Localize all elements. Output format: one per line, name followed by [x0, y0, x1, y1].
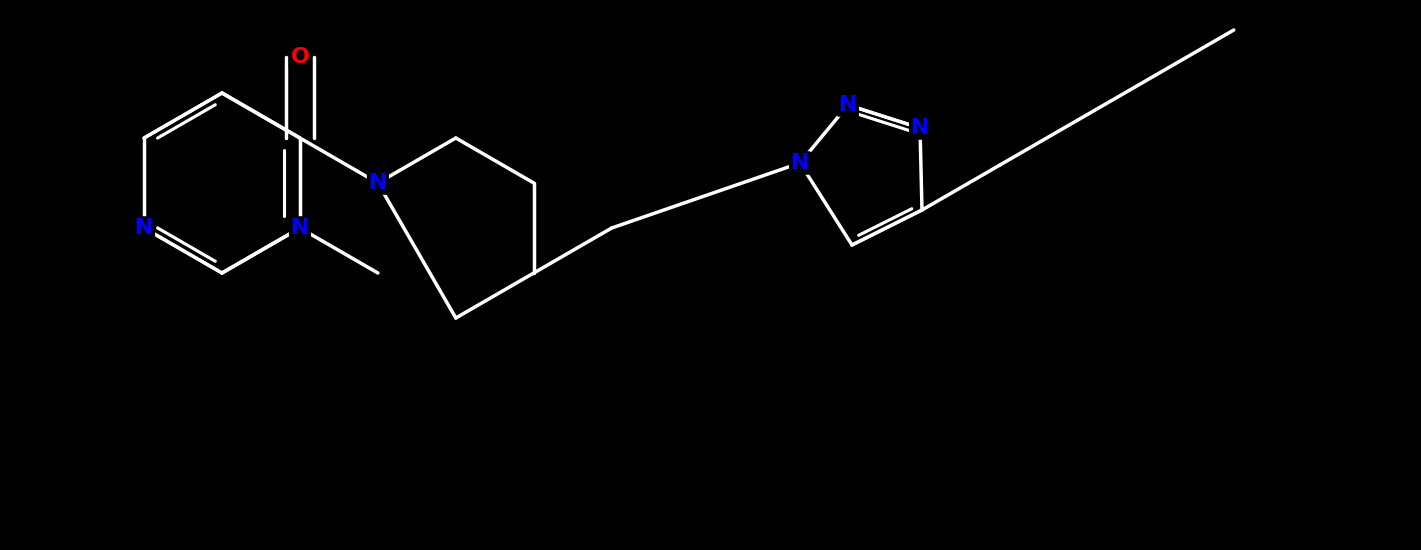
Text: N: N [291, 218, 310, 238]
Text: N: N [368, 173, 387, 193]
Text: N: N [135, 218, 153, 238]
Text: N: N [790, 153, 809, 173]
Text: O: O [290, 47, 310, 67]
Text: N: N [911, 118, 929, 138]
Text: N: N [838, 95, 857, 115]
